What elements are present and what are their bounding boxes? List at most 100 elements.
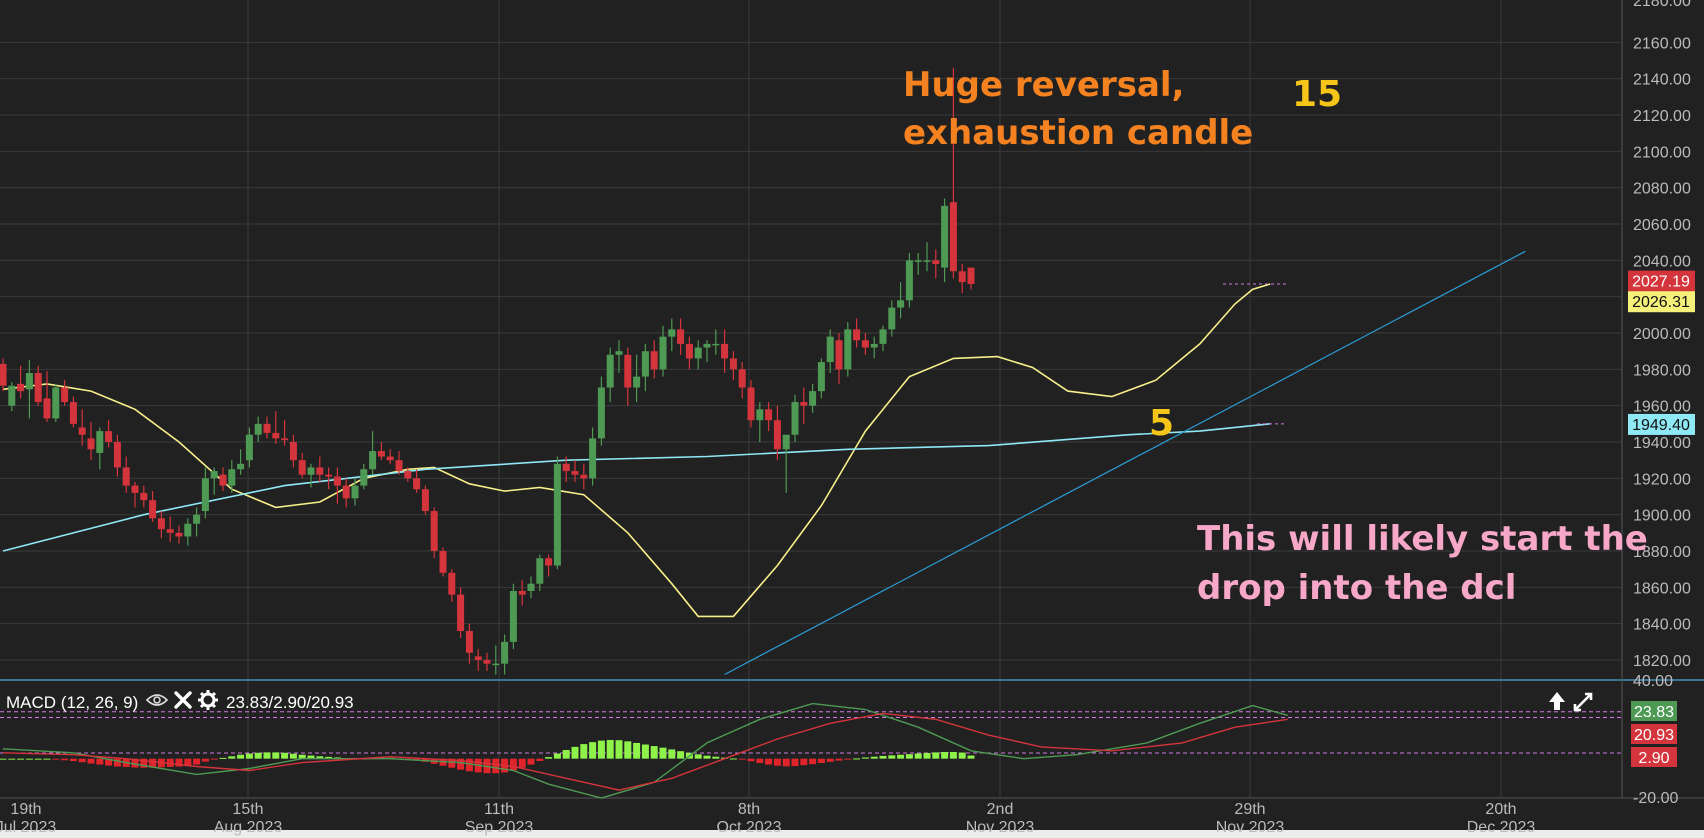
candle-body (351, 485, 359, 499)
close-icon[interactable] (174, 691, 192, 709)
candle-body (228, 469, 236, 486)
candle-body (61, 387, 69, 403)
candle-body (175, 532, 183, 537)
candle (175, 525, 183, 544)
candle-body (105, 431, 113, 443)
candle-body (0, 363, 7, 386)
candle-body (932, 260, 940, 264)
macd-histogram-bar (61, 758, 69, 761)
candle-body (712, 343, 720, 346)
macd-series-line (2, 712, 1288, 791)
macd-value-label: 20.93 (1631, 724, 1677, 744)
candle-body (501, 641, 509, 664)
expand-icon[interactable] (1572, 691, 1594, 718)
candle (668, 318, 676, 352)
candle-body (289, 442, 297, 461)
macd-histogram-bar (624, 741, 632, 759)
macd-histogram-bar (316, 756, 324, 759)
macd-histogram-bar (712, 756, 720, 759)
candle (237, 449, 245, 475)
candle-body (597, 387, 605, 439)
candle (316, 456, 324, 482)
trend-line (724, 250, 1526, 676)
arrow-up-icon[interactable] (1548, 691, 1566, 716)
candle (351, 478, 359, 506)
candle-body (958, 271, 966, 283)
y-tick-label: 1980.00 (1633, 362, 1691, 379)
candle-body (914, 260, 922, 262)
candle-body (386, 456, 394, 461)
candle (958, 263, 966, 294)
candle-body (272, 432, 280, 439)
candle-body (8, 385, 16, 406)
y-tick-label: 1940.00 (1633, 435, 1691, 452)
macd-histogram-bar (457, 758, 465, 770)
annotation-reversal: Huge reversal, exhaustion candle (903, 65, 1254, 153)
candle (140, 485, 148, 508)
macd-readout: 23.83/2.90/20.93 (226, 693, 354, 712)
eye-icon[interactable] (146, 692, 168, 708)
candle-body (465, 630, 473, 653)
macd-histogram-bar (729, 758, 737, 760)
macd-histogram-bar (589, 742, 597, 759)
candle (536, 554, 544, 591)
gear-icon[interactable] (198, 690, 218, 710)
candle (782, 434, 790, 493)
macd-histogram-bar (307, 755, 315, 759)
macd-histogram-bar (809, 758, 817, 765)
candle (492, 645, 500, 675)
candle-body (439, 551, 447, 573)
candle-body (949, 202, 957, 272)
candle (800, 387, 808, 424)
x-tick-month: Jul 2023 (0, 819, 56, 836)
candle (844, 322, 852, 377)
macd-histogram-bar (580, 744, 588, 759)
macd-histogram-bar (756, 758, 764, 763)
candle (272, 411, 280, 444)
candle-body (545, 558, 553, 566)
candle (166, 516, 174, 542)
macd-value-box (1631, 701, 1677, 721)
candle-body (325, 474, 333, 477)
candle (932, 249, 940, 279)
candle-body (861, 340, 869, 348)
candle (52, 383, 60, 423)
candle (659, 325, 667, 377)
macd-histogram-bar (553, 753, 561, 759)
macd-value-text: 2.90 (1638, 750, 1669, 767)
candle-body (527, 583, 535, 591)
macd-histogram-bar (140, 758, 148, 768)
candle-body (703, 343, 711, 348)
candle-body (650, 351, 658, 370)
macd-histogram-bar (105, 758, 113, 766)
macd-toolbar (146, 690, 218, 710)
candle (897, 282, 905, 319)
bottom-strip (0, 830, 1704, 838)
candle (817, 358, 825, 399)
x-tick-month: Oct 2023 (717, 819, 782, 836)
macd-histogram-bar (527, 758, 535, 765)
y-tick-label: 2040.00 (1633, 253, 1691, 270)
y-tick-label: 2120.00 (1633, 108, 1691, 125)
candle (69, 396, 77, 428)
candle-body (580, 474, 588, 479)
macd-y-tick: -20.00 (1633, 790, 1678, 807)
candle (157, 511, 165, 539)
y-tick-label: 1860.00 (1633, 580, 1691, 597)
candle-body (430, 511, 438, 552)
macd-histogram-bar (219, 757, 227, 759)
x-tick-month: Nov 2023 (966, 819, 1035, 836)
candle-body (756, 409, 764, 421)
x-tick-month: Sep 2023 (465, 819, 534, 836)
macd-histogram-bar (914, 753, 922, 759)
candle-body (34, 372, 42, 403)
macd-histogram-bar (17, 758, 25, 760)
candle (553, 456, 561, 570)
macd-histogram-bar (8, 758, 16, 760)
macd-histogram-bar (888, 755, 896, 759)
candle-body (870, 343, 878, 348)
candle-body (43, 398, 51, 419)
candle (835, 333, 843, 384)
